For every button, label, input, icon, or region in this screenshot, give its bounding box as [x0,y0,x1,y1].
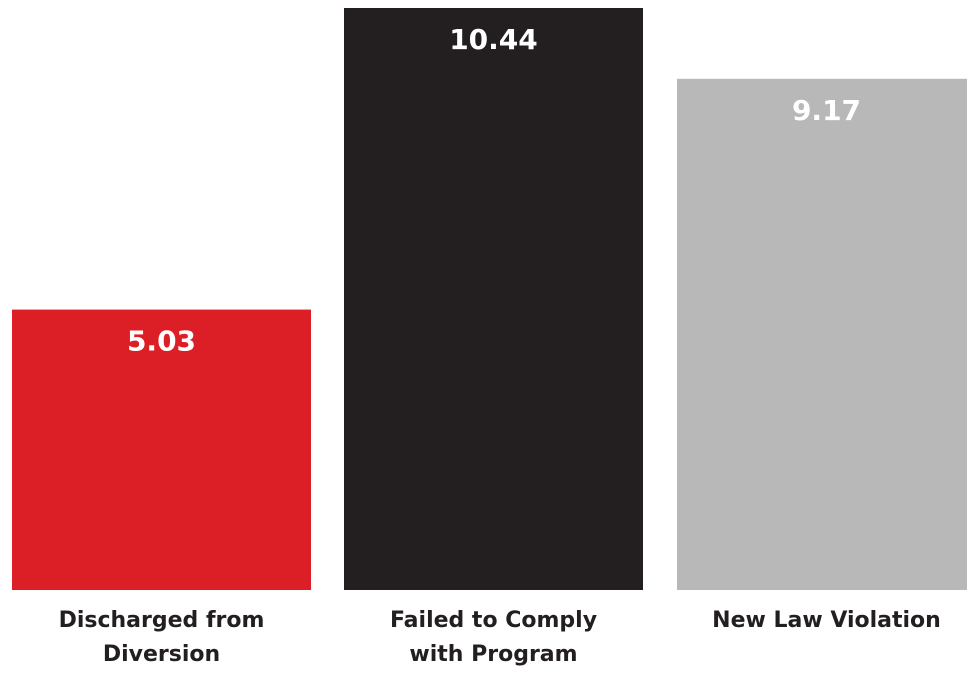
value-label-2: 10.44 [449,23,538,56]
category-labels-layer: Discharged from Diversion Failed to Comply… [59,608,941,667]
category-label-1: Discharged from Diversion [59,608,265,667]
category-label-2: Failed to Comply with Program [390,608,597,667]
value-labels-layer: 5.03 10.44 9.17 [127,23,861,358]
category-label-line: New Law Violation [712,608,941,633]
bar-3 [677,78,967,590]
bar-1 [12,309,311,590]
bars-layer [12,8,967,590]
category-label-line: Discharged from [59,608,265,633]
category-label-3: New Law Violation [712,608,941,633]
bar-2 [344,8,643,590]
category-label-line: with Program [409,642,577,667]
value-label-3: 9.17 [792,94,861,127]
category-label-line: Failed to Comply [390,608,597,633]
category-label-line: Diversion [103,642,220,667]
value-label-1: 5.03 [127,325,196,358]
